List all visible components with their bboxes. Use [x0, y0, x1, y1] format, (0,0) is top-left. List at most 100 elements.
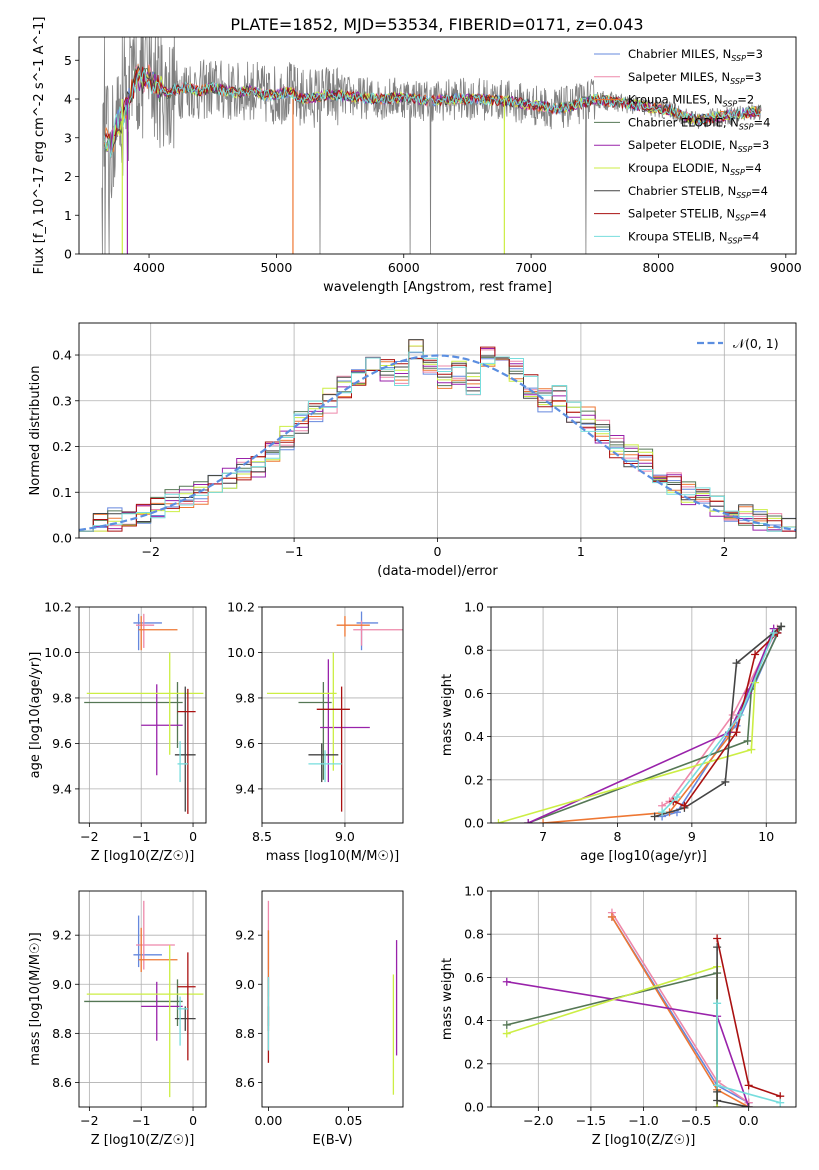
ebv-mass-frame [261, 890, 404, 1108]
data-point-errorbar [266, 652, 337, 771]
data-point-errorbar [177, 996, 188, 1046]
y-tick-label: 9.8 [235, 690, 255, 705]
weight-marker [502, 977, 511, 986]
y-tick-label: 0.2 [464, 772, 484, 787]
weight-marker [728, 711, 737, 719]
weight-marker [713, 934, 722, 943]
z-mass-x-axis-label: Z [log10(Z/Z☉)] [91, 1133, 195, 1148]
y-tick-label: 2 [64, 169, 72, 184]
data-point-errorbar [84, 979, 183, 1026]
age-weight-panel: 7 8 9 10 0.0 0.2 0.4 0.6 0.8 1.0 age [log10(age/yr… [440, 600, 797, 864]
mass-age-plot-area [266, 611, 403, 812]
ebv-mass-x-axis-label: E(B-V) [312, 1133, 352, 1148]
y-tick-label: 9.4 [235, 781, 255, 796]
weight-series-line [661, 632, 775, 813]
residuals-y-axis-label: Normed distribution [28, 366, 43, 496]
weight-series-line [506, 980, 750, 1107]
y-tick-label: 9.2 [235, 928, 255, 943]
x-tick-label: 0.00 [254, 1113, 282, 1128]
y-tick-label: 0.4 [464, 1013, 484, 1028]
x-tick-label: 1 [577, 544, 585, 559]
x-tick-label: 8 [613, 829, 621, 844]
x-tick-label: −0.5 [681, 1113, 711, 1128]
x-tick-label: 0.0 [739, 1113, 759, 1128]
x-tick-label: −2 [80, 1113, 98, 1128]
x-tick-label: −1 [132, 829, 150, 844]
y-tick-label: 8.6 [52, 1075, 72, 1090]
spectrum-panel: 4000 5000 6000 7000 8000 9000 0 1 2 3 4 5 wavelength… [32, 17, 802, 295]
data-point-errorbar [336, 616, 370, 637]
y-tick-label: 9.0 [235, 977, 255, 992]
z-weight-grid [491, 890, 796, 1108]
y-tick-label: 0.3 [52, 393, 72, 408]
y-tick-label: 10.0 [227, 645, 255, 660]
y-tick-label: 0.0 [52, 531, 72, 546]
z-mass-panel: −2 −1 0 8.6 8.8 9.0 9.2 Z [log10(Z/Z☉)] mass [lo… [28, 890, 207, 1148]
y-tick-label: 9.0 [52, 977, 72, 992]
z-mass-frame [78, 890, 207, 1108]
weight-marker [650, 812, 659, 821]
z-mass-y-axis-label: mass [log10(M/M☉)] [28, 932, 43, 1065]
weight-marker [607, 912, 616, 921]
y-tick-label: 0.8 [464, 643, 484, 658]
z-weight-plot-area [502, 908, 785, 1107]
spectrum-plot-area [101, 37, 762, 254]
residuals-plot-area [79, 339, 796, 532]
x-tick-label: −1.5 [576, 1113, 606, 1128]
data-point-errorbar [86, 945, 204, 1098]
x-tick-label: −2.0 [523, 1113, 553, 1128]
data-point-errorbar [177, 688, 196, 814]
y-tick-label: 9.6 [235, 736, 255, 751]
weight-marker [680, 801, 689, 810]
data-point-errorbar [141, 684, 183, 776]
legend-entry: 𝒩(0, 1) [733, 336, 779, 351]
residuals-x-axis-label: (data-model)/error [377, 564, 498, 579]
z-mass-grid [79, 891, 206, 1107]
y-tick-label: 0.8 [464, 927, 484, 942]
residuals-panel: −2 −1 0 1 2 0.0 0.1 0.2 0.3 0.4 (data-model)/error… [28, 322, 797, 579]
residuals-legend: 𝒩(0, 1) [697, 336, 779, 351]
weight-marker [502, 1020, 511, 1029]
x-tick-label: 0.05 [335, 1113, 363, 1128]
spectrum-x-axis-label: wavelength [Angstrom, rest frame] [323, 280, 552, 295]
data-point-errorbar [133, 613, 162, 651]
weight-marker [747, 745, 756, 754]
legend-entry: Chabrier MILES, NSSP=3 [628, 47, 763, 63]
weight-marker [524, 819, 533, 823]
x-tick-label: 0 [189, 829, 197, 844]
weight-marker [713, 1096, 722, 1105]
weight-marker [502, 1029, 511, 1038]
y-tick-label: 10.2 [227, 600, 255, 615]
data-point-errorbar [320, 659, 370, 783]
y-tick-label: 3 [64, 130, 72, 145]
mass-age-grid [261, 606, 403, 823]
x-tick-label: 0 [434, 544, 442, 559]
z-weight-panel: −2.0 −1.5 −1.0 −0.5 0.0 0.0 0.2 0.4 0.6 0.8 1.0 Z [… [440, 884, 797, 1148]
weight-series-line [654, 625, 782, 818]
weight-marker [658, 808, 667, 817]
z-age-grid [79, 606, 206, 823]
y-tick-label: 0.4 [464, 729, 484, 744]
x-tick-label: 7 [539, 829, 547, 844]
x-tick-label: −1.0 [628, 1113, 658, 1128]
z-age-plot-area [84, 613, 204, 814]
weight-marker [713, 1081, 722, 1090]
weight-marker [776, 1098, 785, 1107]
data-point-errorbar [298, 682, 332, 780]
z-age-panel: −2 −1 0 9.4 9.6 9.8 10.0 10.2 Z [log10(Z/Z☉)] age… [28, 600, 207, 864]
x-tick-label: −1 [132, 1113, 150, 1128]
legend-entry: Salpeter STELIB, NSSP=4 [628, 207, 767, 223]
weight-marker [713, 999, 722, 1008]
x-tick-label: 0 [189, 1113, 197, 1128]
panels: 4000 5000 6000 7000 8000 9000012345wavelength… [28, 17, 802, 1148]
y-tick-label: 0.1 [52, 485, 72, 500]
weight-marker [539, 819, 548, 823]
mass-age-panel: 8.5 9.0 9.4 9.6 9.8 10.0 10.2 mass [log10(M/M☉)… [227, 600, 404, 864]
z-age-y-axis-label: age [log10(age/yr)] [28, 652, 43, 779]
data-point-errorbar [136, 900, 175, 970]
weight-marker [769, 628, 778, 637]
spectrum-frame [78, 36, 797, 255]
data-point-errorbar [138, 927, 178, 972]
y-tick-label: 0 [64, 247, 72, 262]
weight-series-line [527, 626, 782, 823]
